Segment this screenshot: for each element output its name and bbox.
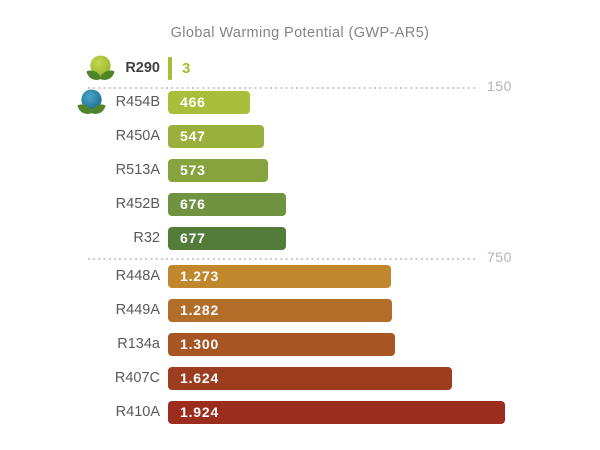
gwp-value: 677 [180, 230, 206, 246]
bar-row-r450a: R450A 547 [0, 119, 600, 153]
bar-zone: 1.300 [168, 332, 395, 356]
bar-row-r513a: R513A 573 [0, 153, 600, 187]
refrigerant-label: R134a [117, 336, 160, 352]
bar-zone: 676 [168, 192, 286, 216]
gwp-value: 547 [180, 128, 206, 144]
gwp-bar: 466 [168, 90, 250, 114]
label-zone: R513A [0, 162, 160, 178]
label-zone: R450A [0, 128, 160, 144]
refrigerant-label: R448A [115, 268, 160, 284]
bar-zone: 1.282 [168, 298, 392, 322]
bar-zone: 3 [168, 56, 191, 80]
gwp-bar [168, 56, 172, 80]
bar-row-r410a: R410A 1.924 [0, 395, 600, 429]
label-zone: R452B [0, 196, 160, 212]
label-zone: R449A [0, 302, 160, 318]
gwp-value: 1.924 [180, 404, 220, 420]
gwp-value: 1.300 [180, 336, 220, 352]
bar-zone: 677 [168, 226, 286, 250]
label-zone: R32 [0, 230, 160, 246]
label-zone: R448A [0, 268, 160, 284]
gwp-value: 1.624 [180, 370, 220, 386]
bar-zone: 547 [168, 124, 264, 148]
bar-zone: 1.624 [168, 366, 452, 390]
bar-row-r449a: R449A 1.282 [0, 293, 600, 327]
bar-row-r32: R32 677 [0, 221, 600, 255]
bar-zone: 1.273 [168, 264, 391, 288]
gwp-bar: 547 [168, 124, 264, 148]
gwp-bar: 1.300 [168, 332, 395, 356]
gwp-bar: 573 [168, 158, 268, 182]
bar-row-r134a: R134a 1.300 [0, 327, 600, 361]
bar-row-r454b: R454B 466 [0, 85, 600, 119]
label-zone: R290 [0, 54, 160, 83]
refrigerant-label: R450A [115, 128, 160, 144]
bar-row-r448a: R448A 1.273 [0, 259, 600, 293]
label-zone: R134a [0, 336, 160, 352]
gwp-bar: 676 [168, 192, 286, 216]
bar-row-r290: R290 3 [0, 51, 600, 85]
gwp-value: 1.282 [180, 302, 220, 318]
refrigerant-label: R290 [125, 60, 160, 76]
refrigerant-label: R452B [115, 196, 160, 212]
threshold-label: 750 [487, 249, 512, 266]
eco-leaf-ball-green-icon [85, 54, 116, 83]
gwp-value: 466 [180, 94, 206, 110]
gwp-bar: 1.282 [168, 298, 392, 322]
refrigerant-label: R407C [114, 370, 160, 386]
threshold-gridline-150 [88, 87, 478, 89]
bar-row-r452b: R452B 676 [0, 187, 600, 221]
bar-zone: 573 [168, 158, 268, 182]
gwp-bar: 1.924 [168, 400, 505, 424]
gwp-bar: 677 [168, 226, 286, 250]
label-zone: R410A [0, 404, 160, 420]
gwp-value: 676 [180, 196, 206, 212]
refrigerant-label: R32 [133, 230, 160, 246]
gwp-bar: 1.624 [168, 366, 452, 390]
label-zone: R454B [0, 88, 160, 117]
bar-zone: 1.924 [168, 400, 505, 424]
gwp-value: 1.273 [180, 268, 220, 284]
label-zone: R407C [0, 370, 160, 386]
gwp-value: 573 [180, 162, 206, 178]
gwp-value: 3 [182, 59, 191, 77]
bar-zone: 466 [168, 90, 250, 114]
gwp-bar: 1.273 [168, 264, 391, 288]
refrigerant-label: R449A [115, 302, 160, 318]
eco-leaf-ball-blue-icon [76, 88, 107, 117]
refrigerant-label: R513A [115, 162, 160, 178]
bar-row-r407c: R407C 1.624 [0, 361, 600, 395]
threshold-gridline-750 [88, 258, 478, 260]
chart-title: Global Warming Potential (GWP-AR5) [170, 25, 430, 41]
refrigerant-label: R410A [115, 404, 160, 420]
refrigerant-label: R454B [115, 94, 160, 110]
threshold-label: 150 [487, 78, 512, 95]
